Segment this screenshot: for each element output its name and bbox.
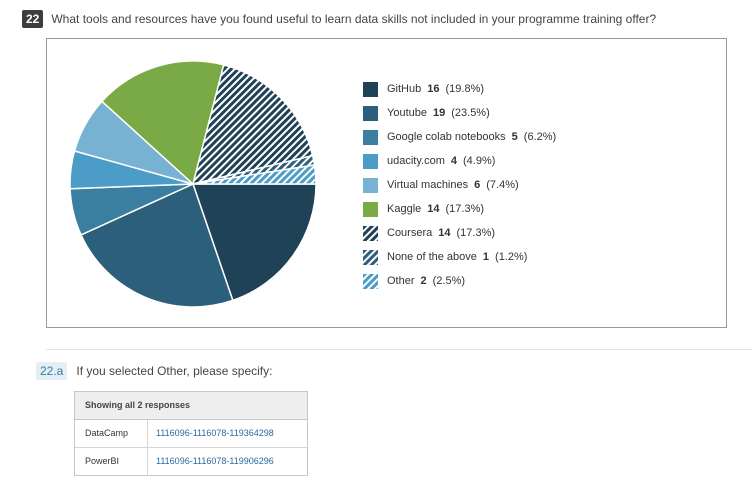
table-row: DataCamp 1116096-1116078-119364298: [75, 420, 307, 448]
legend-count: 4: [450, 155, 457, 167]
chart-legend: GitHub 16 (19.8%) Youtube 19 (23.5%) Google co…: [363, 77, 556, 293]
legend-label: Other: [387, 275, 415, 287]
legend-swatch: [363, 129, 378, 145]
legend-count: 6: [474, 179, 481, 191]
legend-percent: (4.9%): [463, 155, 496, 167]
legend-label: Kaggle: [387, 203, 422, 215]
pie-slice-github[interactable]: [191, 183, 317, 302]
legend-label: Coursera: [387, 227, 433, 239]
legend-percent: (19.8%): [445, 83, 485, 95]
legend-percent: (17.3%): [456, 227, 496, 239]
legend-item: None of the above 1 (1.2%): [363, 245, 556, 269]
pie-chart: [69, 60, 317, 308]
pie-slice-kaggle[interactable]: [100, 60, 225, 186]
legend-label: GitHub: [387, 83, 422, 95]
legend-count: 16: [427, 83, 440, 95]
responses-table-header: Showing all 2 responses: [75, 392, 307, 420]
response-id-link[interactable]: 1116096-1116078-119364298: [156, 428, 274, 438]
legend-percent: (6.2%): [523, 131, 557, 143]
legend-item: Google colab notebooks 5 (6.2%): [363, 125, 556, 149]
legend-count: 14: [438, 227, 451, 239]
legend-item: Other 2 (2.5%): [363, 269, 556, 293]
legend-percent: (2.5%): [432, 275, 466, 287]
legend-swatch: [363, 249, 378, 265]
question-header: 22 What tools and resources have you fou…: [22, 10, 656, 28]
legend-label: None of the above: [387, 251, 477, 263]
legend-count: 14: [427, 203, 440, 215]
sub-question-number-badge: 22.a: [36, 362, 68, 380]
legend-item: Youtube 19 (23.5%): [363, 101, 556, 125]
legend-item: Coursera 14 (17.3%): [363, 221, 556, 245]
pie-slice-coursera[interactable]: [191, 63, 314, 186]
legend-percent: (7.4%): [486, 179, 519, 191]
legend-count: 5: [511, 131, 518, 143]
legend-percent: (17.3%): [445, 203, 485, 215]
chart-panel: GitHub 16 (19.8%) Youtube 19 (23.5%) Google co…: [46, 38, 727, 328]
response-value: PowerBI: [75, 448, 148, 475]
legend-label: udacity.com: [387, 155, 445, 167]
legend-swatch: [363, 177, 378, 193]
legend-swatch: [363, 201, 378, 217]
legend-count: 1: [482, 251, 490, 263]
legend-item: udacity.com 4 (4.9%): [363, 149, 556, 173]
legend-swatch: [363, 105, 378, 121]
responses-table: Showing all 2 responses DataCamp 1116096…: [74, 391, 308, 476]
legend-item: Virtual machines 6 (7.4%): [363, 173, 556, 197]
legend-label: Virtual machines: [387, 179, 469, 191]
pie-slice-youtube[interactable]: [80, 182, 234, 308]
legend-label: Youtube: [387, 107, 427, 119]
section-divider: [46, 349, 752, 350]
question-text: What tools and resources have you found …: [51, 12, 657, 26]
pie-slice-other[interactable]: [192, 164, 317, 185]
sub-question-text: If you selected Other, please specify:: [76, 364, 273, 378]
legend-item: Kaggle 14 (17.3%): [363, 197, 556, 221]
legend-swatch: [363, 273, 378, 289]
legend-label: Google colab notebooks: [387, 131, 506, 143]
legend-item: GitHub 16 (19.8%): [363, 77, 556, 101]
legend-swatch: [363, 153, 378, 169]
legend-swatch: [363, 225, 378, 241]
sub-question-header: 22.a If you selected Other, please speci…: [36, 362, 272, 380]
response-id-link[interactable]: 1116096-1116078-119906296: [156, 456, 274, 466]
question-number-badge: 22: [22, 10, 44, 28]
legend-percent: (1.2%): [495, 251, 528, 263]
legend-swatch: [363, 81, 378, 97]
legend-count: 19: [432, 107, 446, 119]
table-row: PowerBI 1116096-1116078-119906296: [75, 448, 307, 475]
legend-percent: (23.5%): [451, 107, 490, 119]
response-value: DataCamp: [75, 420, 148, 447]
legend-count: 2: [420, 275, 427, 287]
